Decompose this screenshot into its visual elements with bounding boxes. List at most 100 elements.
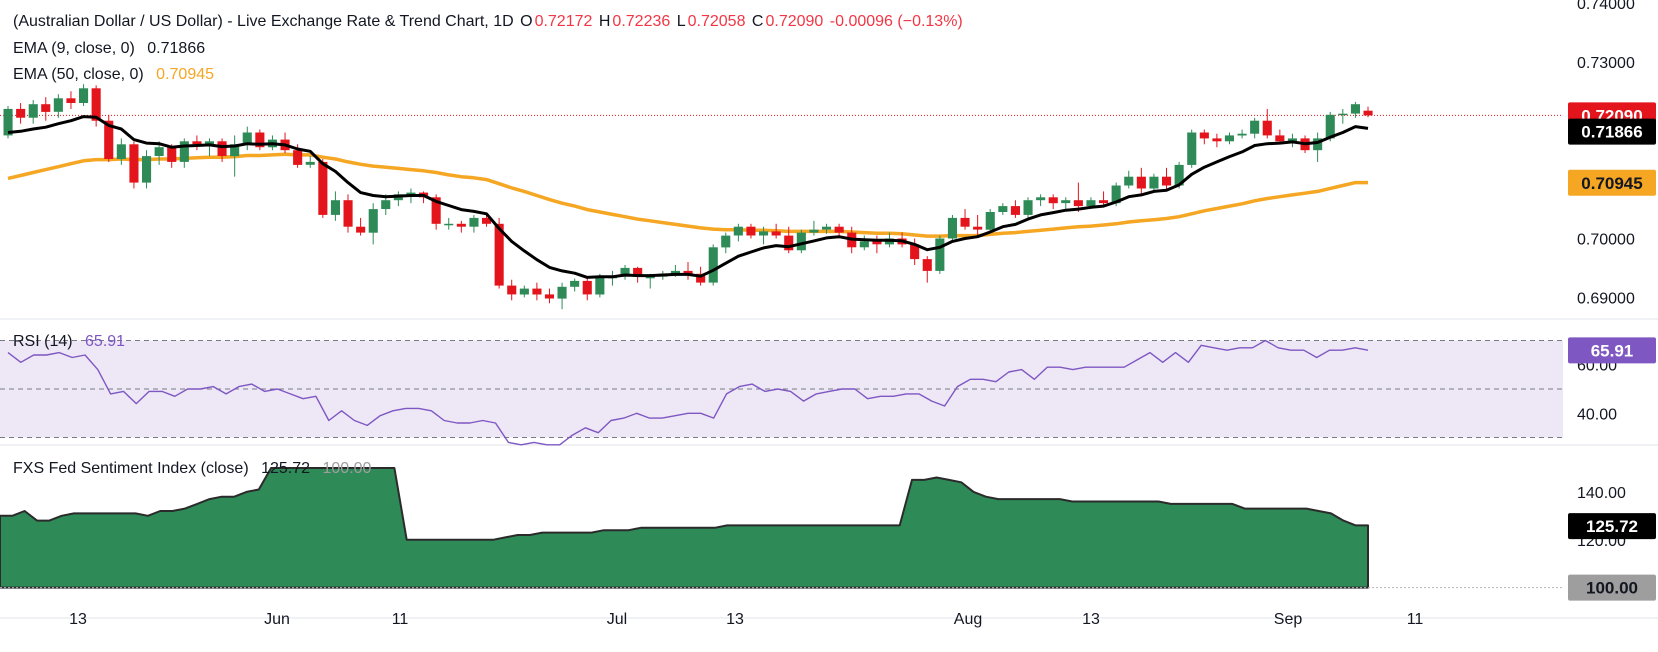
candle-body [973,226,983,230]
candle-body [746,226,756,236]
ohlc-low-value: 0.72058 [687,13,746,30]
ema9-badge: 0.71866 [1581,123,1642,142]
candle-body [1199,132,1209,139]
rsi-badge-bg [1568,337,1656,364]
candle-body [1212,138,1222,142]
candle-body [469,217,479,227]
candle-body [1262,120,1272,136]
change-value: -0.00096 (−0.13%) [829,13,963,30]
candle-body [1162,176,1172,186]
candle-body [192,141,202,145]
candle-body [167,147,177,162]
reference-badge: 100.00 [1586,579,1638,598]
candle-body [633,267,643,277]
candle-body [343,200,353,227]
candle-body [1023,200,1033,215]
candle-body [242,132,252,145]
rsi-tick-label: 40.00 [1577,406,1617,423]
candle-body [179,141,189,162]
candle-body [1124,176,1134,186]
candle-body [519,288,529,295]
candle-body [696,273,706,283]
price-tick-label: 0.69000 [1577,290,1635,307]
candle-body [305,161,315,165]
candle-body [1073,200,1083,207]
candle-body [809,229,819,233]
candle-body [204,141,214,145]
price-pane [0,84,1563,310]
candle-body [154,147,164,156]
ema50-legend: EMA (50, close, 0) 0.70945 [13,65,216,85]
candle-body [620,267,630,277]
time-tick-label: 13 [69,611,87,628]
candle-body [872,241,882,245]
candle-body [104,120,114,159]
candle-body [985,212,995,230]
rsi-line [7,339,1369,446]
time-tick-label: 11 [392,611,409,628]
sentiment-legend-value: 125.72 [261,460,311,477]
candle-body [66,98,76,103]
candle-body [1136,176,1146,189]
ema9-legend-value: 0.71866 [147,40,206,57]
time-tick-label: 13 [726,611,744,628]
candle-body [1174,164,1184,186]
candle-body [1036,197,1046,201]
time-axis: 13 Jun 11 Jul 13 Aug 13 Sep 11 [69,611,1423,628]
candle-body [960,217,970,227]
candle-body [431,197,441,224]
price-tick-label: 0.73000 [1577,55,1635,72]
ohlc-open-value: 0.72172 [534,13,593,30]
candle-body [771,231,781,236]
candle-body [494,223,504,286]
candle-body [683,270,693,274]
candle-body [721,235,731,248]
ohlc-close-value: 0.72090 [765,13,824,30]
ohlc-low-label: L [676,13,686,30]
candle-body [142,156,152,183]
sentiment-pane [0,467,1563,589]
chart-title: (Australian Dollar / US Dollar) - Live E… [13,13,514,30]
ema9-legend: EMA (9, close, 0) 0.71866 [13,39,207,59]
sentiment-badge-bg [1568,513,1656,540]
candle-body [557,286,567,299]
candle-body [1187,132,1197,165]
candle-body [482,217,492,224]
candle-body [406,192,416,195]
candle-body [444,223,454,226]
candle-body [507,285,517,295]
ema9-legend-label: EMA (9, close, 0) [13,40,135,57]
ohlc-high-value: 0.72236 [612,13,671,30]
candle-body [79,88,89,103]
candle-body [784,235,794,251]
candle-body [922,259,932,271]
time-tick-label: 13 [1082,611,1100,628]
candle-body [1313,138,1323,151]
ema50-legend-value: 0.70945 [156,66,215,83]
candle-body [217,141,227,156]
ohlc-close-label: C [751,13,764,30]
rsi-badge: 65.91 [1591,341,1634,360]
time-tick-label: Aug [954,611,982,628]
candle-body [456,223,466,227]
ohlc-high-label: H [598,13,611,30]
candle-body [645,276,655,279]
grid-layer [0,318,1658,619]
time-tick-label: Sep [1274,611,1303,628]
candle-body [1086,200,1096,207]
candle-body [1061,200,1071,204]
candle-body [759,231,769,236]
sentiment-legend-label: FXS Fed Sentiment Index (close) [13,460,249,477]
time-tick-label: Jul [607,611,627,628]
rsi-legend-label: RSI (14) [13,333,73,350]
ema50-badge: 0.70945 [1581,174,1642,193]
candle-body [570,280,580,287]
candle-body [41,104,51,112]
candle-body [3,108,13,136]
candle-body [293,150,303,165]
candle-body [1224,135,1234,142]
candle-body [1250,120,1260,134]
candle-body [910,244,920,260]
